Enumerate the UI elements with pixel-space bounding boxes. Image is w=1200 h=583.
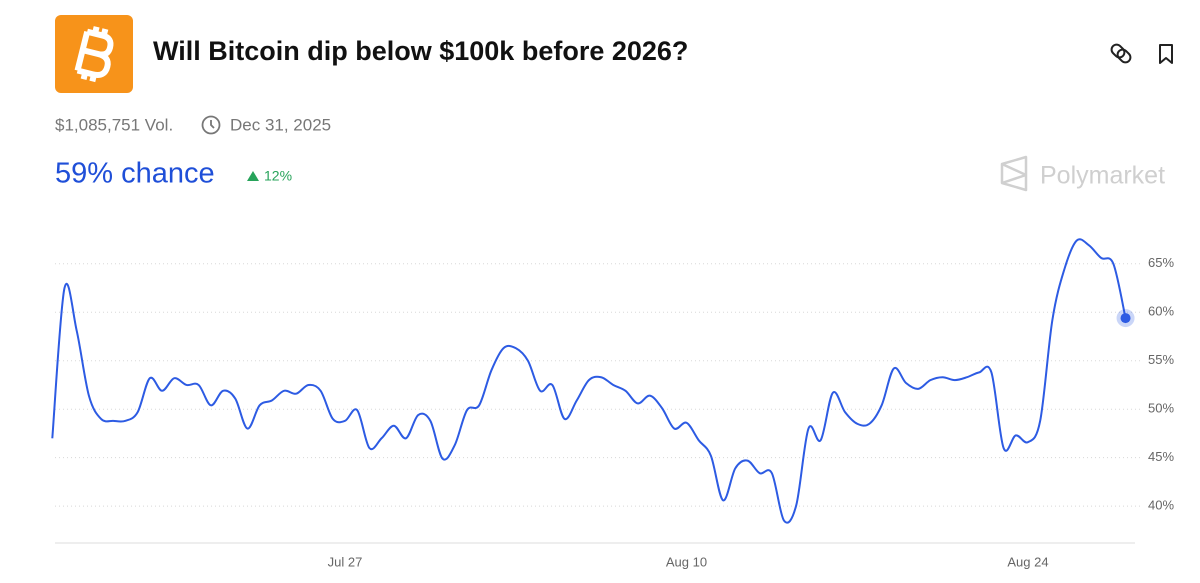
clock-icon — [201, 115, 221, 135]
chance: 59% chance — [55, 158, 215, 190]
x-tick-label: Jul 27 — [328, 554, 363, 569]
market-title: Will Bitcoin dip below $100k before 2026… — [153, 36, 688, 66]
x-tick-label: Aug 10 — [666, 554, 707, 569]
y-tick-label: 45% — [1148, 449, 1174, 464]
change: 12% — [264, 168, 292, 184]
y-tick-label: 50% — [1148, 401, 1174, 416]
y-tick-label: 55% — [1148, 352, 1174, 367]
volume: $1,085,751 Vol. — [55, 115, 173, 134]
y-tick-label: 60% — [1148, 304, 1174, 319]
y-tick-label: 65% — [1148, 255, 1174, 270]
price-line — [51, 238, 1127, 524]
brand-logo — [1000, 155, 1028, 192]
bitcoin-symbol — [74, 26, 114, 83]
up-arrow — [247, 171, 259, 181]
current-point — [1120, 313, 1131, 324]
x-tick-label: Aug 24 — [1007, 554, 1048, 569]
end-date: Dec 31, 2025 — [230, 115, 331, 134]
brand: Polymarket — [1040, 162, 1165, 190]
y-tick-label: 40% — [1148, 498, 1174, 513]
link-button[interactable] — [1110, 43, 1133, 65]
bookmark-button[interactable] — [1159, 44, 1173, 64]
